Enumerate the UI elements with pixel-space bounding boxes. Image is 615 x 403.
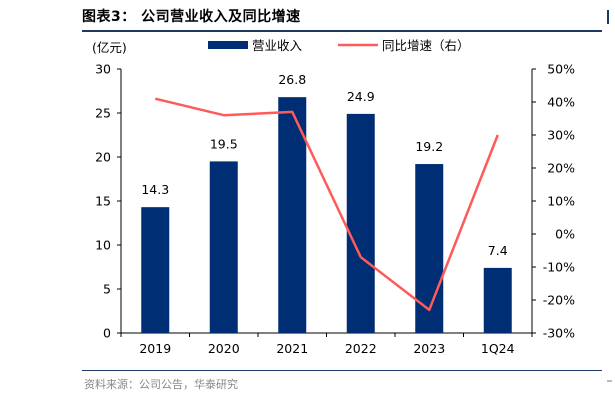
source-divider bbox=[82, 370, 602, 371]
left-axis-unit-label: (亿元) bbox=[92, 40, 127, 55]
x-tick-label: 2019 bbox=[139, 341, 171, 356]
right-tick-label: 30% bbox=[547, 128, 575, 143]
legend-bar-swatch bbox=[208, 41, 248, 49]
bar-value-label: 7.4 bbox=[488, 243, 508, 258]
source-note: 资料来源：公司公告，华泰研究 bbox=[84, 378, 238, 391]
legend: 营业收入 同比增速（右） bbox=[208, 38, 470, 53]
revenue-bar bbox=[415, 164, 444, 333]
revenue-bar bbox=[483, 267, 512, 333]
revenue-growth-chart: 0 5 10 15 20 25 30 (亿元) -30% -20% -10% 0% 10% 20% 30% 4… bbox=[92, 38, 575, 356]
x-tick-label: 2022 bbox=[345, 341, 377, 356]
left-tick-label: 20 bbox=[95, 150, 111, 165]
right-tick-label: 10% bbox=[547, 194, 575, 209]
right-tick-label: -10% bbox=[543, 260, 575, 275]
left-tick-label: 0 bbox=[103, 326, 111, 341]
left-tick-label: 25 bbox=[95, 106, 111, 121]
adjacent-page-edge-mark bbox=[607, 10, 609, 24]
right-tick-label: -30% bbox=[543, 326, 575, 341]
right-tick-label: -20% bbox=[543, 293, 575, 308]
revenue-bar bbox=[346, 113, 375, 333]
growth-line bbox=[154, 97, 499, 312]
bar-value-label: 26.8 bbox=[278, 72, 306, 87]
growth-line-path bbox=[154, 97, 499, 312]
bar-value-label: 14.3 bbox=[141, 182, 169, 197]
left-tick-label: 30 bbox=[95, 62, 111, 77]
bar-value-label: 24.9 bbox=[347, 89, 375, 104]
left-tick-label: 10 bbox=[95, 238, 111, 253]
data-labels: 14.3 19.5 26.8 24.9 19.2 7.4 bbox=[141, 72, 507, 258]
right-tick-label: 50% bbox=[547, 62, 575, 77]
x-tick-label: 2020 bbox=[208, 341, 240, 356]
title-divider bbox=[82, 30, 602, 32]
adjacent-page-edge-mark-bottom bbox=[607, 380, 612, 382]
x-tick-label: 2021 bbox=[276, 341, 308, 356]
legend-line-label: 同比增速（右） bbox=[382, 38, 470, 53]
left-tick-label: 5 bbox=[103, 282, 111, 297]
revenue-bars bbox=[141, 97, 512, 333]
revenue-bar bbox=[209, 161, 238, 333]
legend-bar-label: 营业收入 bbox=[252, 38, 303, 53]
revenue-bar bbox=[141, 207, 170, 333]
figure-title: 图表3： 公司营业收入及同比增速 bbox=[82, 9, 301, 25]
x-tick-label: 1Q24 bbox=[481, 341, 515, 356]
right-tick-label: 0% bbox=[555, 227, 575, 242]
revenue-bar bbox=[278, 97, 307, 333]
chart-axes: 0 5 10 15 20 25 30 (亿元) -30% -20% -10% 0% 10% 20% 30% 4… bbox=[92, 40, 575, 356]
x-tick-label: 2023 bbox=[413, 341, 445, 356]
right-tick-label: 40% bbox=[547, 95, 575, 110]
bar-value-label: 19.2 bbox=[415, 139, 443, 154]
left-tick-label: 15 bbox=[95, 194, 111, 209]
bar-value-label: 19.5 bbox=[210, 136, 238, 151]
right-tick-label: 20% bbox=[547, 161, 575, 176]
